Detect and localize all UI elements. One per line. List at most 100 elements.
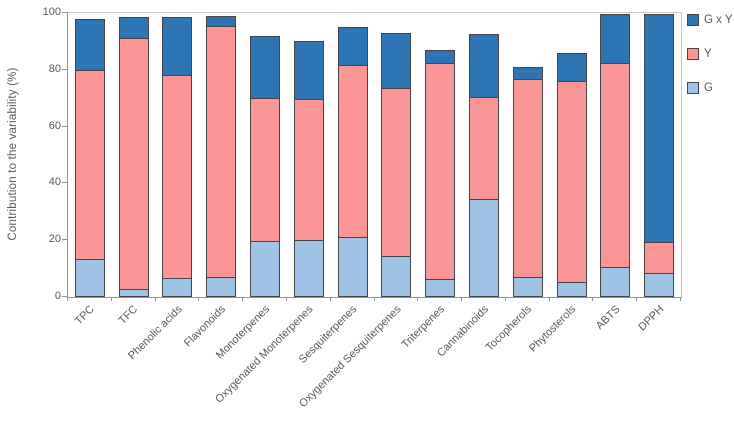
y-tick-mark-40 — [62, 182, 67, 184]
bar-segment-g-phytosterols — [557, 283, 586, 296]
bar-segment-y-cannabinoids — [469, 98, 498, 201]
legend-item-g-x-y: G x Y — [687, 14, 733, 26]
bar-segment-y-oxygenated-monoterpenes — [294, 100, 323, 242]
bar-monoterpenes — [250, 35, 281, 297]
bar-segment-y-flavonoids — [207, 27, 236, 278]
bar-segment-g-x-y-phenolic-acids — [163, 18, 192, 77]
bar-segment-y-sesquiterpenes — [338, 65, 367, 239]
bar-segment-g-x-y-oxygenated-sesquiterpenes — [382, 33, 411, 89]
bar-segment-g-cannabinoids — [469, 200, 498, 296]
y-tick-label-0: 0 — [54, 290, 61, 302]
y-tick-label-100: 100 — [42, 6, 61, 18]
y-tick-mark-80 — [62, 68, 67, 70]
bar-segment-y-dpph — [645, 242, 674, 275]
bar-dpph — [644, 13, 675, 297]
x-tick-mark-11 — [549, 297, 550, 301]
y-tick-mark-60 — [62, 125, 67, 127]
bar-segment-g-x-y-tfc — [119, 18, 148, 40]
y-tick-label-40: 40 — [48, 176, 61, 189]
y-axis-title: Contribution to the variability (%) — [7, 67, 19, 241]
bar-tocopherols — [512, 66, 543, 297]
x-tick-mark-2 — [155, 297, 156, 301]
bar-phenolic-acids — [162, 16, 193, 297]
bar-tfc — [118, 16, 149, 297]
y-tick-label-80: 80 — [48, 62, 61, 75]
bar-segment-y-phenolic-acids — [163, 76, 192, 279]
bar-triterpenes — [425, 49, 456, 297]
bar-segment-g-x-y-tpc — [75, 20, 104, 72]
legend-label-g: G — [704, 82, 713, 94]
x-label-abts: ABTS — [593, 303, 623, 333]
plot-area — [67, 12, 682, 298]
x-tick-mark-14 — [680, 297, 681, 301]
legend-label-g-x-y: G x Y — [704, 14, 733, 26]
bar-segment-y-tocopherols — [513, 80, 542, 278]
x-tick-mark-1 — [111, 297, 112, 301]
bar-segment-y-triterpenes — [426, 63, 455, 281]
bar-segment-y-phytosterols — [557, 81, 586, 284]
x-tick-mark-7 — [374, 297, 375, 301]
x-label-dpph: DPPH — [635, 303, 666, 334]
bar-segment-g-x-y-cannabinoids — [469, 35, 498, 99]
x-tick-mark-3 — [198, 297, 199, 301]
bar-segment-g-abts — [601, 267, 630, 296]
x-tick-mark-13 — [636, 297, 637, 301]
bar-segment-g-oxygenated-sesquiterpenes — [382, 256, 411, 296]
legend-swatch-y — [687, 48, 699, 60]
x-label-tpc: TPC — [72, 303, 97, 328]
bar-segment-g-x-y-dpph — [645, 14, 674, 243]
x-tick-mark-0 — [67, 297, 68, 301]
bar-segment-g-flavonoids — [207, 277, 236, 296]
bar-segment-g-x-y-triterpenes — [426, 50, 455, 64]
y-tick-label-60: 60 — [48, 119, 61, 132]
bar-segment-g-x-y-flavonoids — [207, 17, 236, 28]
legend: G x Y Y G — [687, 14, 733, 116]
legend-swatch-g — [687, 82, 699, 94]
y-tick-mark-100 — [62, 12, 67, 13]
bar-segment-y-tfc — [119, 39, 148, 290]
bar-segment-g-x-y-sesquiterpenes — [338, 27, 367, 66]
bar-flavonoids — [206, 16, 237, 297]
bar-cannabinoids — [468, 34, 499, 297]
bar-segment-g-monoterpenes — [251, 242, 280, 296]
bar-segment-y-monoterpenes — [251, 98, 280, 243]
bar-segment-g-x-y-tocopherols — [513, 67, 542, 81]
x-label-tfc: TFC — [116, 303, 141, 327]
legend-label-y: Y — [704, 48, 712, 60]
bar-segment-g-dpph — [645, 274, 674, 296]
bar-segment-g-triterpenes — [426, 280, 455, 296]
bar-oxygenated-monoterpenes — [293, 41, 324, 297]
bar-segment-g-sesquiterpenes — [338, 238, 367, 296]
x-tick-mark-6 — [330, 297, 331, 301]
legend-swatch-g-x-y — [687, 14, 699, 26]
bar-abts — [600, 13, 631, 297]
y-tick-mark-20 — [62, 239, 67, 241]
x-tick-mark-8 — [417, 297, 418, 301]
bar-segment-g-phenolic-acids — [163, 278, 192, 296]
legend-item-y: Y — [687, 48, 733, 60]
legend-item-g: G — [687, 82, 733, 94]
bar-segment-g-x-y-monoterpenes — [251, 36, 280, 99]
bar-segment-y-oxygenated-sesquiterpenes — [382, 88, 411, 257]
bar-segment-g-x-y-abts — [601, 14, 630, 64]
bar-oxygenated-sesquiterpenes — [381, 32, 412, 297]
bar-segment-g-tpc — [75, 259, 104, 296]
bar-segment-g-tocopherols — [513, 277, 542, 296]
y-tick-mark-0 — [62, 296, 67, 297]
x-tick-mark-9 — [461, 297, 462, 301]
bar-segment-g-x-y-phytosterols — [557, 53, 586, 82]
x-label-triterpenes: Triterpenes — [399, 303, 447, 351]
bar-segment-g-x-y-oxygenated-monoterpenes — [294, 42, 323, 101]
x-label-flavonoids: Flavonoids — [181, 303, 229, 350]
y-tick-label-20: 20 — [48, 233, 61, 246]
x-tick-mark-12 — [592, 297, 593, 301]
bar-segment-g-tfc — [119, 289, 148, 296]
bar-phytosterols — [556, 52, 587, 297]
bar-tpc — [74, 19, 105, 297]
x-tick-mark-4 — [242, 297, 243, 301]
bar-segment-g-oxygenated-monoterpenes — [294, 241, 323, 296]
x-label-phytosterols: Phytosterols — [527, 303, 579, 355]
bar-segment-y-tpc — [75, 71, 104, 260]
x-tick-mark-5 — [286, 297, 287, 301]
